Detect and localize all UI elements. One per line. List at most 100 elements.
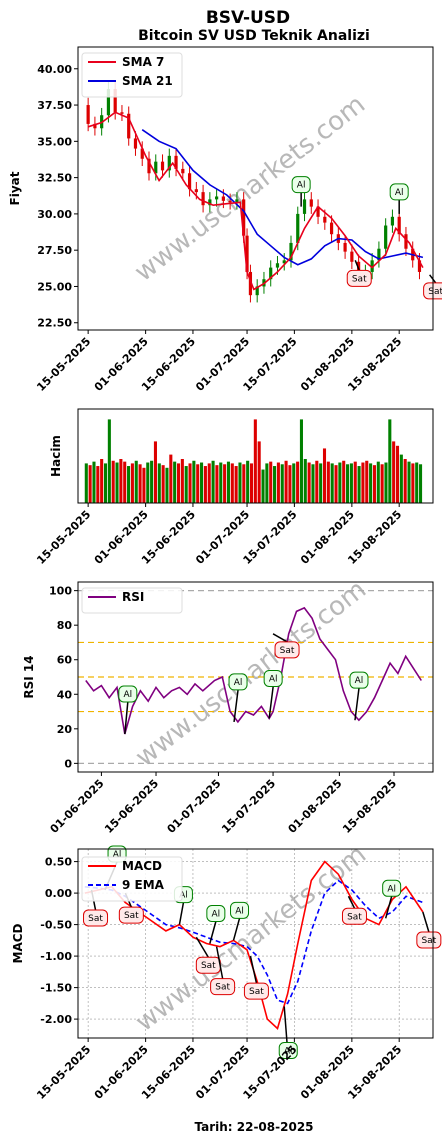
rsi-xtick-label: 15-07-2025 [219, 777, 278, 836]
volume-bar [392, 441, 396, 503]
rsi-annotation-label: Al [355, 676, 364, 686]
macd-annotation-box [243, 982, 269, 1000]
rsi-annotation-arrow [272, 633, 288, 643]
volume-bar [134, 460, 138, 503]
rsi-annotation-arrow [268, 686, 274, 719]
price-candle-body [194, 189, 198, 193]
rsi-legend-label: RSI [122, 590, 144, 604]
volume-bar [353, 461, 357, 503]
price-candle-body [370, 260, 374, 272]
volume-bar [219, 462, 223, 503]
volume-bar [276, 462, 280, 503]
price-candle-body [255, 286, 259, 296]
price-annotation-arrow [354, 260, 360, 271]
rsi-annotation-box [118, 685, 138, 703]
volume-bar [196, 464, 200, 503]
price-candle-body [242, 199, 246, 236]
volume-bar [246, 460, 250, 503]
price-candle-body [309, 199, 313, 207]
rsi-ytick-label: 40 [57, 688, 73, 701]
volume-bar [284, 460, 288, 503]
volume-bar [100, 459, 104, 503]
macd-annotation-label: Sat [347, 912, 362, 922]
price-candle-body [329, 222, 334, 235]
macd-annotation-arrow [249, 955, 258, 984]
volume-ylabel: Hacim [49, 435, 63, 477]
volume-bar [242, 464, 246, 503]
volume-bar [346, 464, 350, 503]
volume-bar [169, 454, 173, 503]
volume-bar [315, 460, 319, 503]
rsi-annotation-box [263, 669, 283, 687]
price-candle-body [160, 161, 165, 171]
price-candle-body [215, 196, 219, 200]
macd-annotation-arrow [232, 918, 241, 941]
chart-title: BSV-USD [206, 8, 290, 28]
macd-annotation-box [230, 901, 250, 919]
volume-bar [107, 419, 111, 503]
price-candle-body [377, 248, 381, 261]
volume-bar [357, 466, 361, 503]
volume-bar [226, 461, 230, 503]
rsi-line [85, 606, 422, 735]
price-candle-body [133, 138, 138, 149]
rsi-annotation-box [228, 673, 248, 691]
rsi-ytick-label: 60 [57, 654, 73, 667]
volume-bar [380, 464, 384, 503]
price-candle-body [174, 155, 178, 169]
volume-bar [111, 460, 115, 503]
macd-annotation-arrow [347, 895, 356, 909]
volume-bar [88, 465, 92, 503]
rsi-ytick-label: 80 [57, 619, 73, 632]
volume-bar [123, 461, 127, 503]
volume-bar [127, 466, 131, 503]
price-candle-body [106, 89, 111, 116]
macd-annotation-label: Sat [88, 914, 103, 924]
price-legend [81, 52, 183, 98]
price-ytick-label: 35.00 [37, 135, 72, 148]
price-candle-body [201, 192, 205, 206]
rsi-annotation-box [349, 671, 369, 689]
volume-bar [119, 459, 123, 503]
price-candle-body [147, 158, 151, 174]
volume-bar [388, 419, 392, 503]
volume-bar [146, 462, 150, 503]
macd-xtick-label: 15-05-2025 [34, 1043, 93, 1102]
macd-annotation-box [210, 978, 236, 996]
price-candle-body [248, 271, 253, 296]
macd-annotation-label: Sat [215, 983, 230, 993]
volume-bar [103, 463, 108, 503]
volume-bar [319, 463, 323, 503]
volume-bar [338, 462, 342, 503]
price-candle-body [235, 199, 239, 203]
volume-panel: 15-05-202501-06-202515-06-202501-07-2025… [34, 408, 434, 567]
rsi-ytick-label: 100 [49, 585, 72, 598]
rsi-xtick-label: 15-08-2025 [340, 777, 399, 836]
rsi-xtick-label: 15-06-2025 [102, 777, 161, 836]
volume-bar [165, 467, 169, 503]
price-candle-body [417, 260, 422, 272]
price-annotation-box [389, 183, 409, 201]
volume-bar [365, 460, 369, 503]
volume-bar [142, 467, 146, 503]
macd-annotation-arrow [178, 902, 185, 925]
price-candle-body [316, 206, 320, 217]
macd-annotation-box [206, 905, 226, 922]
volume-bar [261, 469, 265, 503]
rsi-annotation-label: Al [269, 674, 278, 684]
price-candle-body [404, 234, 408, 249]
rsi-annotation-label: Sat [280, 646, 295, 656]
price-legend-label: SMA 21 [122, 74, 173, 88]
price-ytick-label: 27.50 [37, 244, 72, 257]
volume-bar [411, 463, 415, 503]
macd-annotation-arrow [209, 921, 217, 944]
volume-bar [238, 462, 242, 503]
volume-bar [288, 465, 292, 503]
price-candle-body [221, 196, 225, 201]
price-candle-body [113, 89, 117, 113]
volume-bar [403, 459, 407, 503]
macd-annotation-label: Sat [201, 961, 216, 971]
rsi-frame [77, 581, 434, 773]
